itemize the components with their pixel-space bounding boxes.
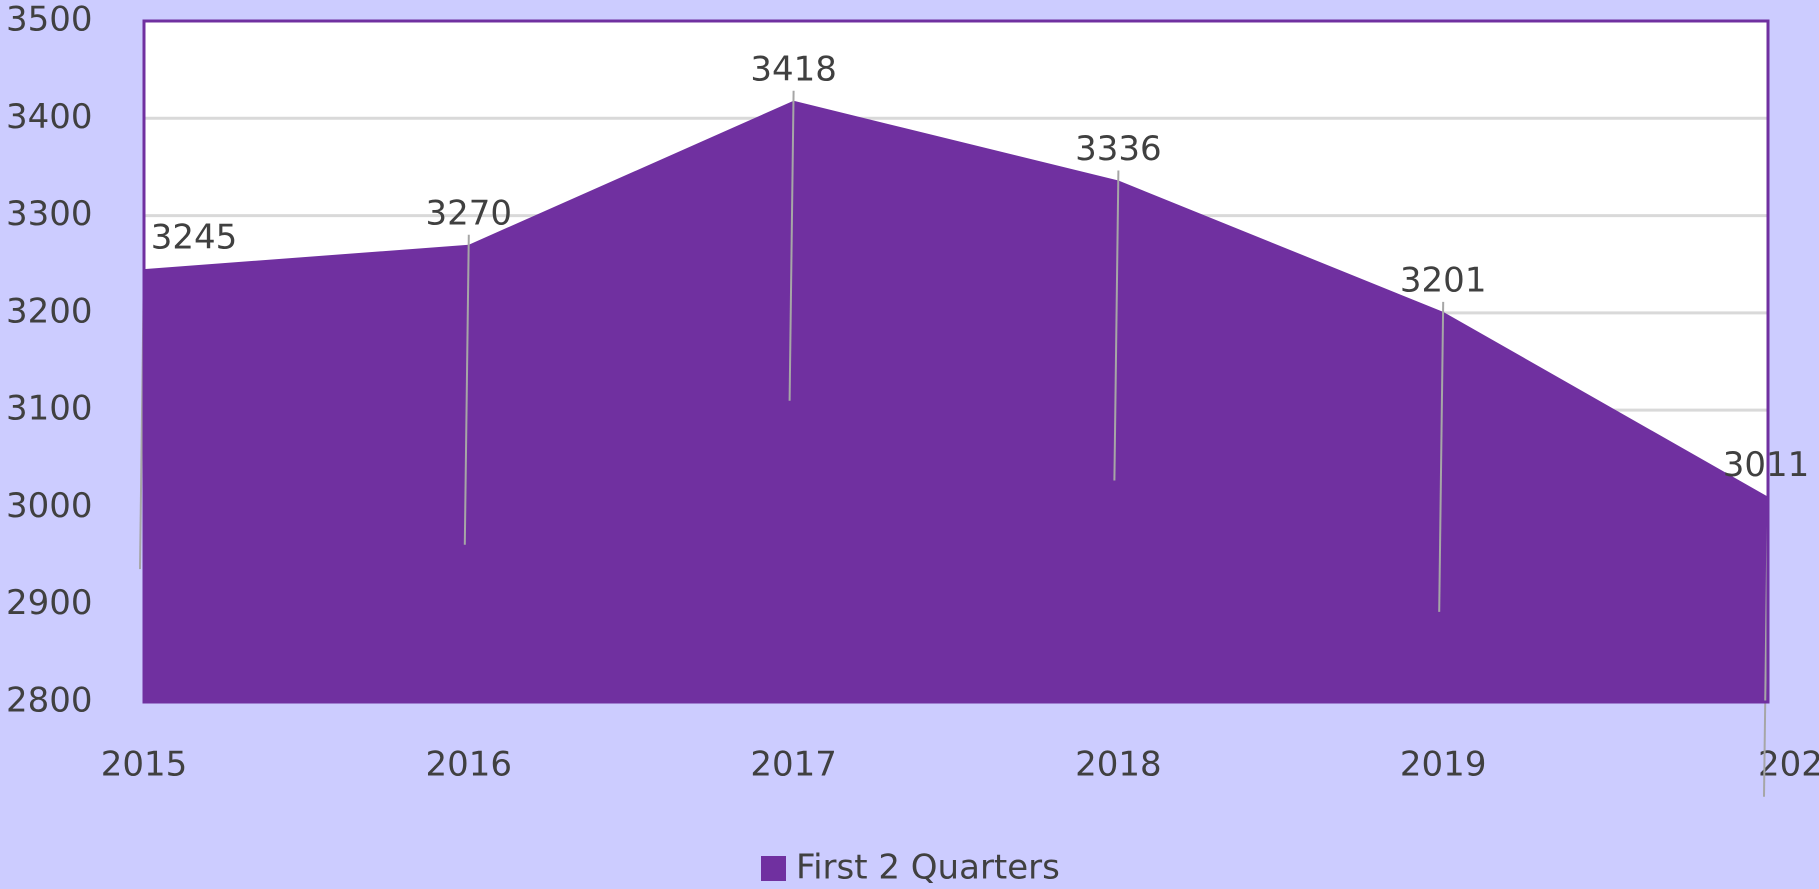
x-tick-label: 2017 (750, 745, 837, 785)
legend-swatch (761, 856, 786, 881)
y-tick-label: 3000 (6, 486, 93, 526)
leader-line (788, 90, 795, 401)
area (144, 100, 1768, 702)
leader-line (1438, 301, 1445, 612)
data-label: 3201 (1400, 260, 1487, 300)
leader-line (1113, 170, 1120, 481)
legend-label: First 2 Quarters (796, 848, 1060, 888)
leader-line (463, 234, 470, 545)
data-label: 3011 (1723, 445, 1810, 485)
y-tick-label: 2800 (6, 681, 93, 721)
x-tick-label: 2016 (426, 745, 513, 785)
plot-border (142, 19, 1770, 704)
y-tick-label: 3100 (6, 389, 93, 429)
x-tick-label: 2015 (101, 745, 188, 785)
y-tick-label: 3400 (6, 97, 93, 137)
y-tick-label: 3300 (6, 194, 93, 234)
data-label: 3270 (426, 193, 513, 233)
data-label: 3245 (151, 218, 238, 258)
x-tick-label: 2020 (1758, 745, 1819, 785)
y-tick-label: 2900 (6, 583, 93, 623)
data-label: 3418 (750, 49, 837, 89)
data-label: 3336 (1075, 129, 1162, 169)
y-tick-label: 3200 (6, 291, 93, 331)
y-tick-label: 3500 (6, 0, 93, 40)
x-tick-label: 2018 (1075, 745, 1162, 785)
x-tick-label: 2019 (1400, 745, 1487, 785)
